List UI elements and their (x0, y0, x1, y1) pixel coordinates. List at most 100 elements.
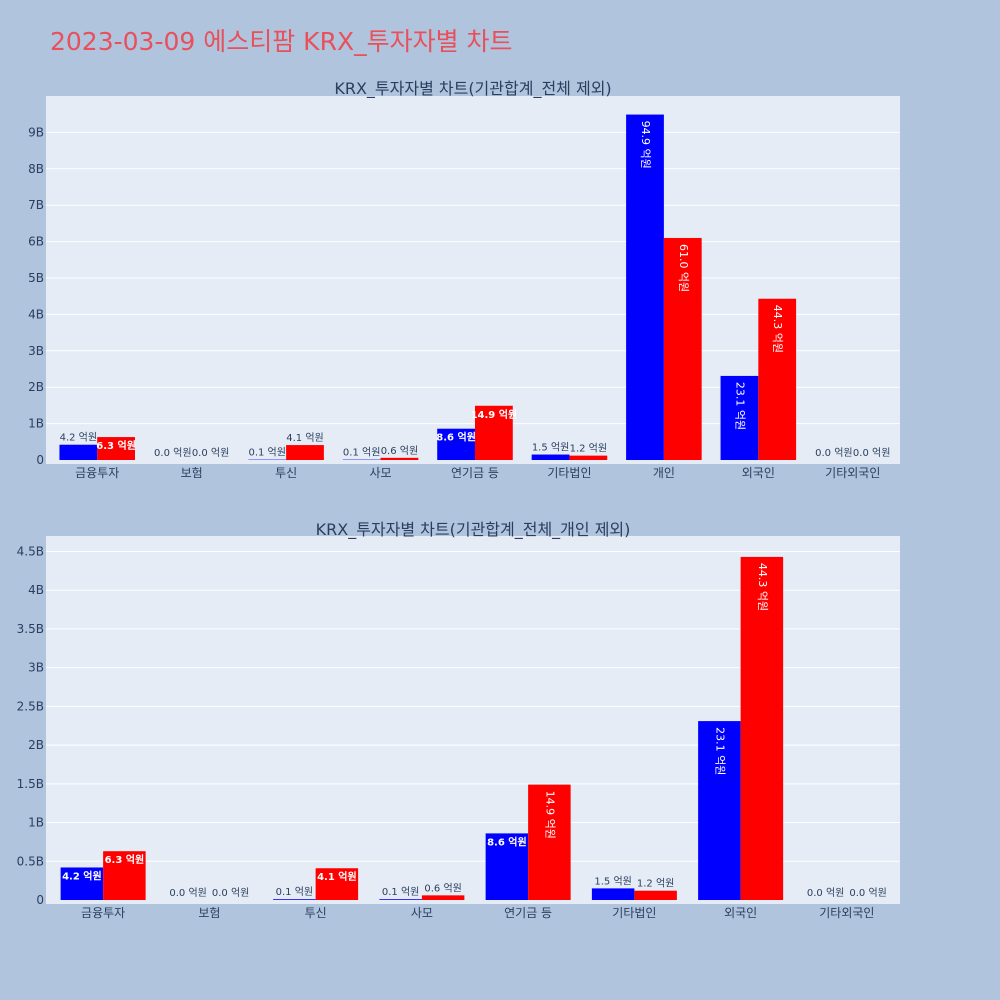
x-tick-label: 기타외국인 (825, 466, 880, 480)
data-label: 23.1 억원 (713, 727, 726, 775)
data-label: 0.0 억원 (154, 447, 191, 459)
bar (379, 899, 422, 900)
data-label: 8.6 억원 (436, 431, 476, 444)
data-label: 0.0 억원 (169, 887, 206, 899)
data-label: 0.0 억원 (815, 447, 852, 459)
y-tick-label: 4.5B (17, 544, 44, 558)
x-tick-label: 외국인 (742, 466, 775, 480)
y-tick-label: 0 (36, 893, 44, 907)
y-tick-label: 7B (28, 198, 44, 212)
bar (740, 556, 784, 900)
data-label: 0.0 억원 (192, 447, 229, 459)
y-tick-label: 5B (28, 271, 44, 285)
x-tick-label: 보험 (181, 466, 203, 480)
data-label: 44.3 억원 (771, 305, 784, 353)
y-tick-label: 2B (28, 738, 44, 752)
data-label: 23.1 억원 (733, 382, 746, 430)
data-label: 1.5 억원 (532, 442, 569, 454)
y-tick-label: 2.5B (17, 699, 44, 713)
bar (591, 888, 635, 900)
x-tick-label: 투신 (305, 906, 327, 920)
bar (437, 428, 475, 460)
y-tick-label: 4B (28, 307, 44, 321)
data-label: 44.3 억원 (756, 563, 769, 611)
data-label: 4.2 억원 (60, 432, 97, 444)
bar (485, 833, 529, 900)
x-tick-label: 투신 (275, 466, 297, 480)
x-ticks-bottom: 금융투자 보험 투신 사모 연기금 등 기타법인 외국인 기타외국인 (81, 906, 874, 920)
y-ticks-top: 0 1B 2B 3B 4B 5B 6B 7B 8B 9B (28, 125, 44, 467)
bars-bottom (60, 556, 784, 900)
data-label: 0.0 억원 (212, 887, 249, 899)
bar (97, 437, 135, 460)
data-label: 8.6 억원 (487, 835, 527, 848)
data-label: 0.6 억원 (381, 445, 418, 457)
bar (380, 457, 419, 460)
y-tick-label: 0.5B (17, 854, 44, 868)
chart-bottom: 4.2 억원6.3 억원 0.0 억원 0.0 억원 0.1 억원 4.1 억원 0.1 … (17, 520, 900, 920)
bar (720, 375, 759, 460)
bar (698, 721, 741, 900)
bar (60, 867, 104, 900)
bar (421, 895, 465, 900)
data-label: 1.2 억원 (570, 443, 607, 455)
bars-top (59, 114, 797, 461)
x-tick-label: 금융투자 (81, 906, 125, 920)
data-label: 0.0 억원 (807, 887, 844, 899)
data-label: 1.5 억원 (594, 875, 631, 887)
y-tick-label: 6B (28, 235, 44, 249)
bar (286, 445, 324, 460)
bar (634, 890, 677, 900)
bar (528, 784, 571, 900)
bar (273, 899, 316, 900)
y-tick-label: 2B (28, 380, 44, 394)
y-tick-label: 3B (28, 344, 44, 358)
x-tick-label: 보험 (198, 906, 220, 920)
data-label: 0.1 억원 (382, 886, 419, 898)
y-tick-label: 1B (28, 816, 44, 830)
x-tick-label: 연기금 등 (504, 906, 552, 920)
x-tick-label: 외국인 (724, 906, 757, 920)
bar (315, 868, 359, 900)
data-label: 1.2 억원 (637, 878, 674, 890)
y-tick-label: 3B (28, 661, 44, 675)
bar (626, 114, 664, 461)
bar (663, 237, 702, 460)
bar (475, 405, 513, 460)
data-labels-bottom: 4.2 억원6.3 억원 0.0 억원 0.0 억원 0.1 억원 4.1 억원 0.1 … (62, 563, 887, 899)
x-tick-label: 기타외국인 (819, 906, 874, 920)
data-labels-top: 4.2 억원6.3 억원0.0 억원 0.0 억원 0.1 억원4.1 억원0.1 … (60, 121, 891, 459)
page-title: 2023-03-09 에스티팜 KRX_투자자별 차트 (50, 27, 513, 56)
y-tick-label: 4B (28, 583, 44, 597)
y-ticks-bottom: 0 0.5B 1B 1.5B 2B 2.5B 3B 3.5B 4B 4.5B (17, 544, 44, 907)
bar (758, 298, 797, 460)
data-label: 6.3 억원 (96, 439, 136, 452)
bar (103, 851, 146, 900)
data-label: 0.1 억원 (248, 447, 285, 459)
grid-top (46, 131, 900, 425)
y-tick-label: 8B (28, 162, 44, 176)
chart-title-top: KRX_투자자별 차트(기관합계_전체 제외) (334, 79, 611, 99)
data-label: 0.6 억원 (424, 882, 461, 894)
x-tick-label: 금융투자 (75, 466, 119, 480)
chart-title-bottom: KRX_투자자별 차트(기관합계_전체_개인 제외) (316, 520, 631, 540)
x-tick-label: 사모 (411, 906, 433, 920)
bar (531, 454, 570, 460)
x-tick-label: 사모 (370, 466, 392, 480)
data-label: 4.2 억원 (62, 869, 102, 882)
x-tick-label: 개인 (653, 466, 675, 480)
y-tick-label: 9B (28, 125, 44, 139)
data-label: 0.1 억원 (276, 886, 313, 898)
data-label: 61.0 억원 (677, 244, 690, 292)
data-label: 6.3 억원 (105, 853, 145, 866)
data-label: 4.1 억원 (317, 870, 357, 883)
x-tick-label: 기타법인 (612, 906, 656, 920)
data-label: 0.0 억원 (853, 447, 890, 459)
x-ticks-top: 금융투자 보험 투신 사모 연기금 등 기타법인 개인 외국인 기타외국인 (75, 466, 880, 480)
data-label: 14.9 억원 (543, 791, 556, 839)
x-tick-label: 기타법인 (547, 466, 591, 480)
y-tick-label: 3.5B (17, 622, 44, 636)
chart-top: 4.2 억원6.3 억원0.0 억원 0.0 억원 0.1 억원4.1 억원0.1 … (28, 79, 900, 480)
y-tick-label: 1B (28, 417, 44, 431)
